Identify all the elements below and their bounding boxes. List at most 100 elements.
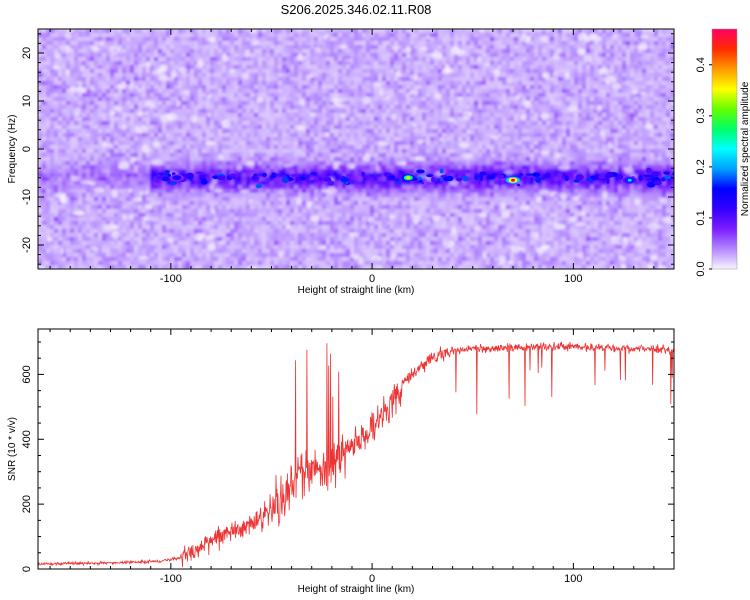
heatmap-cell: [206, 53, 211, 58]
heatmap-cell: [610, 73, 615, 78]
heatmap-cell: [642, 129, 647, 134]
heatmap-cell: [486, 129, 491, 134]
heatmap-cell: [546, 109, 551, 114]
heatmap-cell: [82, 41, 87, 46]
heatmap-cell: [570, 41, 575, 46]
heatmap-cell: [498, 113, 503, 118]
heatmap-cell: [86, 49, 91, 54]
heatmap-cell: [554, 29, 559, 34]
heatmap-cell: [350, 45, 355, 50]
heatmap-cell: [78, 33, 83, 38]
heatmap-cell: [590, 141, 595, 146]
heatmap-cell: [434, 117, 439, 122]
heatmap-cell: [534, 41, 539, 46]
heatmap-cell: [546, 149, 551, 154]
heatmap-cell: [302, 49, 307, 54]
heatmap-cell: [350, 73, 355, 78]
heatmap-cell: [358, 53, 363, 58]
heatmap-cell: [238, 33, 243, 38]
heatmap-cell: [62, 129, 67, 134]
heatmap-cell: [314, 85, 319, 90]
heatmap-cell: [506, 133, 511, 138]
heatmap-cell: [510, 121, 515, 126]
heatmap-cell: [270, 57, 275, 62]
heatmap-cell: [258, 49, 263, 54]
heatmap-cell: [578, 45, 583, 50]
heatmap-cell: [614, 93, 619, 98]
heatmap-cell: [558, 37, 563, 42]
heatmap-cell: [514, 69, 519, 74]
heatmap-cell: [370, 137, 375, 142]
heatmap-cell: [642, 97, 647, 102]
heatmap-cell: [58, 77, 63, 82]
heatmap-cell: [82, 53, 87, 58]
heatmap-cell: [586, 89, 591, 94]
heatmap-cell: [138, 77, 143, 82]
heatmap-cell: [586, 53, 591, 58]
heatmap-cell: [270, 145, 275, 150]
heatmap-cell: [122, 93, 127, 98]
heatmap-cell: [382, 93, 387, 98]
heatmap-cell: [426, 45, 431, 50]
heatmap-cell: [518, 133, 523, 138]
heatmap-cell: [422, 105, 427, 110]
heatmap-cell: [334, 141, 339, 146]
heatmap-cell: [206, 85, 211, 90]
heatmap-cell: [554, 81, 559, 86]
heatmap-cell: [146, 33, 151, 38]
heatmap-cell: [102, 145, 107, 150]
heatmap-cell: [382, 97, 387, 102]
heatmap-cell: [442, 149, 447, 154]
heatmap-cell: [482, 53, 487, 58]
heatmap-cell: [430, 69, 435, 74]
heatmap-cell: [218, 113, 223, 118]
heatmap-cell: [326, 89, 331, 94]
heatmap-cell: [626, 149, 631, 154]
heatmap-cell: [418, 149, 423, 154]
heatmap-cell: [130, 113, 135, 118]
heatmap-cell: [342, 129, 347, 134]
heatmap-cell: [358, 81, 363, 86]
heatmap-cell: [518, 145, 523, 150]
heatmap-cell: [578, 117, 583, 122]
heatmap-cell: [466, 73, 471, 78]
heatmap-cell: [254, 125, 259, 130]
heatmap-cell: [418, 93, 423, 98]
heatmap-cell: [278, 149, 283, 154]
heatmap-cell: [386, 69, 391, 74]
heatmap-cell: [126, 105, 131, 110]
heatmap-cell: [266, 89, 271, 94]
heatmap-cell: [550, 129, 555, 134]
heatmap-cell: [310, 81, 315, 86]
heatmap-cell: [406, 97, 411, 102]
heatmap-cell: [514, 117, 519, 122]
heatmap-cell: [306, 29, 311, 34]
heatmap-cell: [662, 129, 667, 134]
heatmap-cell: [442, 133, 447, 138]
heatmap-cell: [490, 65, 495, 70]
heatmap-cell: [434, 77, 439, 82]
heatmap-cell: [394, 85, 399, 90]
heatmap-cell: [154, 77, 159, 82]
heatmap-cell: [454, 141, 459, 146]
heatmap-cell: [162, 49, 167, 54]
heatmap-cell: [450, 65, 455, 70]
heatmap-cell: [50, 81, 55, 86]
heatmap-cell: [318, 41, 323, 46]
heatmap-cell: [118, 61, 123, 66]
heatmap-cell: [310, 129, 315, 134]
heatmap-cell: [226, 41, 231, 46]
heatmap-cell: [518, 57, 523, 62]
heatmap-cell: [226, 77, 231, 82]
heatmap-cell: [138, 117, 143, 122]
heatmap-cell: [394, 141, 399, 146]
heatmap-cell: [46, 81, 51, 86]
heatmap-cell: [38, 29, 43, 34]
heatmap-cell: [310, 65, 315, 70]
heatmap-cell: [62, 113, 67, 118]
heatmap-cell: [130, 53, 135, 58]
heatmap-cell: [398, 97, 403, 102]
heatmap-cell: [358, 29, 363, 34]
heatmap-cell: [638, 73, 643, 78]
heatmap-cell: [126, 41, 131, 46]
